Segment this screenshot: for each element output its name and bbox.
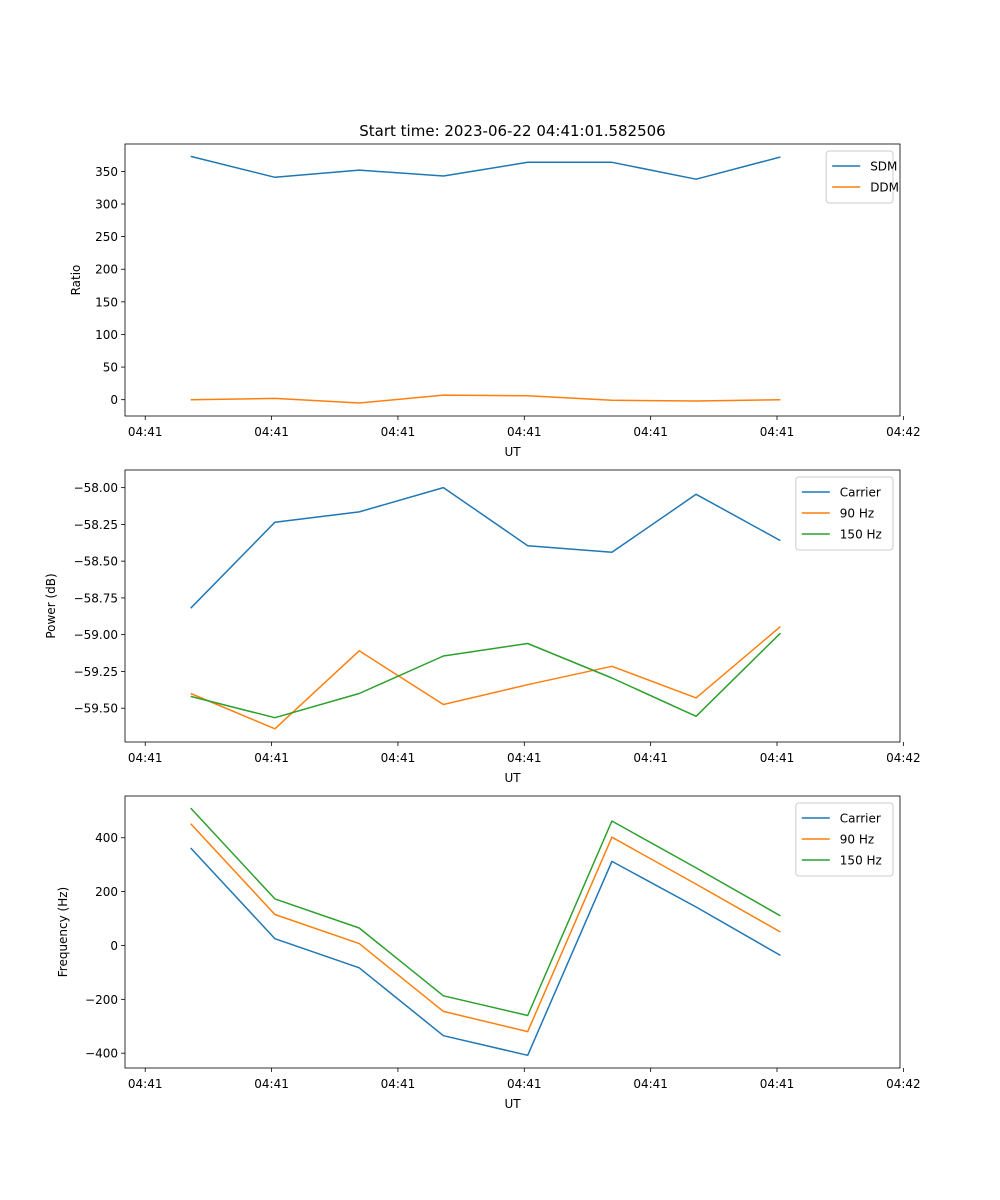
y-tick-label: −58.25: [74, 518, 118, 532]
y-tick-label: 200: [95, 263, 118, 277]
series-line-150-hz: [190, 807, 781, 1017]
legend-label: 150 Hz: [840, 528, 882, 542]
x-axis-label: UT: [504, 1097, 521, 1111]
plot-frame: [124, 143, 901, 417]
y-tick-label: 0: [110, 939, 118, 953]
x-tick-label: 04:41: [507, 751, 542, 765]
y-tick-label: −400: [85, 1047, 118, 1061]
x-tick-label: 04:42: [886, 751, 921, 765]
y-tick-label: 150: [95, 295, 118, 309]
y-tick-label: 250: [95, 230, 118, 244]
legend: Carrier 90 Hz 150 Hz: [795, 802, 894, 877]
y-tick-label: 100: [95, 328, 118, 342]
x-tick-label: 04:41: [633, 1077, 668, 1091]
legend-label: 150 Hz: [840, 854, 882, 868]
y-tick-label: −200: [85, 993, 118, 1007]
y-axis-label: Power (dB): [44, 573, 58, 638]
legend-box: [795, 802, 894, 877]
legend-label: DDM: [870, 181, 899, 195]
x-tick-label: 04:41: [128, 751, 163, 765]
x-tick-label: 04:41: [254, 425, 289, 439]
subplot-1: 04:41 04:41 04:41 04:41 04:41 04:41 04:42 UT 0 50…: [69, 143, 921, 459]
x-tick-label: 04:41: [381, 751, 416, 765]
x-tick-label: 04:41: [507, 425, 542, 439]
x-tick-label: 04:41: [760, 1077, 795, 1091]
y-tick-label: 350: [95, 165, 118, 179]
x-tick-label: 04:41: [507, 1077, 542, 1091]
x-tick-label: 04:41: [633, 425, 668, 439]
x-tick-label: 04:41: [381, 425, 416, 439]
x-tick-label: 04:42: [886, 1077, 921, 1091]
y-axis-label: Frequency (Hz): [56, 887, 70, 978]
y-tick-label: −59.25: [74, 665, 118, 679]
y-tick-label: 200: [95, 885, 118, 899]
x-tick-label: 04:41: [633, 751, 668, 765]
x-axis-label: UT: [504, 445, 521, 459]
y-tick-label: 0: [110, 393, 118, 407]
series-line-carrier: [190, 486, 781, 609]
x-axis-label: UT: [504, 771, 521, 785]
series-line-90-hz: [190, 823, 781, 1033]
plot-frame: [124, 469, 901, 743]
x-tick-label: 04:41: [760, 425, 795, 439]
y-tick-label: −59.50: [74, 702, 118, 716]
x-tick-label: 04:41: [381, 1077, 416, 1091]
legend: SDM DDM: [825, 150, 899, 204]
x-tick-label: 04:41: [254, 751, 289, 765]
y-tick-label: −58.00: [74, 481, 118, 495]
legend-label: 90 Hz: [840, 507, 874, 521]
series-line-90-hz: [190, 626, 781, 730]
subplot-2: 04:41 04:41 04:41 04:41 04:41 04:41 04:42 UT −59…: [44, 469, 921, 785]
legend-box: [795, 476, 894, 551]
x-tick-label: 04:41: [128, 425, 163, 439]
y-tick-label: −59.00: [74, 628, 118, 642]
legend-label: Carrier: [840, 486, 881, 500]
y-tick-label: 300: [95, 198, 118, 212]
legend-label: Carrier: [840, 812, 881, 826]
y-tick-label: −58.50: [74, 555, 118, 569]
x-tick-label: 04:41: [128, 1077, 163, 1091]
series-line-carrier: [190, 847, 781, 1057]
subplot-3: 04:41 04:41 04:41 04:41 04:41 04:41 04:42 UT −40…: [56, 795, 921, 1111]
y-tick-label: 400: [95, 831, 118, 845]
x-tick-label: 04:41: [254, 1077, 289, 1091]
legend-label: 90 Hz: [840, 833, 874, 847]
series-line-ddm: [190, 394, 781, 404]
legend-label: SDM: [870, 160, 897, 174]
y-axis-label: Ratio: [69, 265, 83, 296]
legend: Carrier 90 Hz 150 Hz: [795, 476, 894, 551]
plot-frame: [124, 795, 901, 1069]
y-tick-label: −58.75: [74, 591, 118, 605]
y-tick-label: 50: [103, 361, 118, 375]
series-line-sdm: [190, 155, 781, 180]
series-line-150-hz: [190, 632, 781, 719]
x-tick-label: 04:42: [886, 425, 921, 439]
x-tick-label: 04:41: [760, 751, 795, 765]
legend-box: [825, 150, 894, 204]
figure-title: Start time: 2023-06-22 04:41:01.582506: [359, 122, 665, 140]
